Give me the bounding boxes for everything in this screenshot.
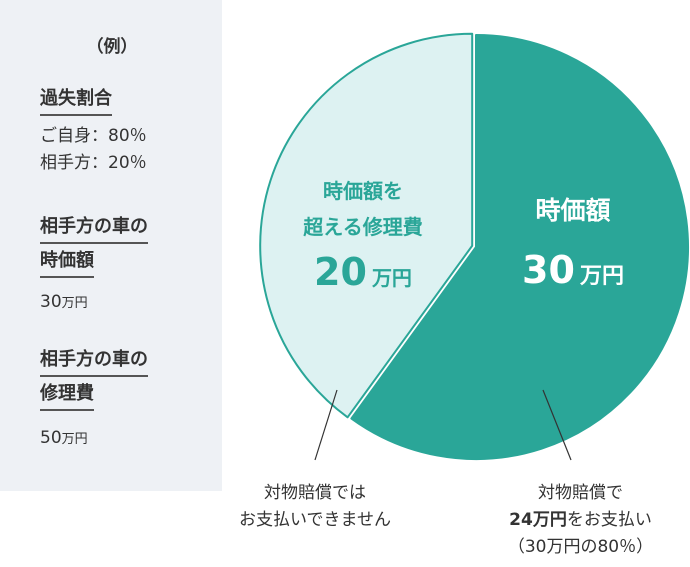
repair-cost-unit: 万円 [61, 432, 88, 447]
annotation-not-covered-line2: お支払いできません [239, 510, 391, 530]
repair-cost-heading-line1-text: 相手方の車の [40, 345, 148, 377]
fault-ratio-heading: 過失割合 [40, 82, 112, 116]
market-value: 30万円 [40, 290, 88, 316]
repair-cost-heading-line2-text: 修理費 [40, 379, 94, 411]
pie-slices [259, 32, 689, 460]
fault-ratio-heading-text: 過失割合 [40, 84, 112, 116]
repair-cost: 50万円 [40, 426, 88, 452]
annotation-covered-line2: 24万円をお支払い [478, 507, 683, 534]
fault-self: ご自身：80％ [40, 126, 147, 146]
repair-cost-heading-line1: 相手方の車の [40, 343, 148, 377]
example-panel: （例） 過失割合 ご自身：80％ 相手方：20％ 相手方の車の 時価額 30万円… [0, 0, 222, 491]
annotation-covered-line3: （30万円の80％） [507, 537, 654, 557]
slice-value-excess: 20 万円 [314, 250, 412, 294]
fault-other: 相手方：20％ [40, 153, 147, 173]
slice-value-market-value-unit: 万円 [579, 264, 624, 289]
annotation-covered-suffix: をお支払い [566, 510, 652, 530]
market-value-unit: 万円 [61, 296, 88, 311]
left-leader-line [314, 389, 338, 461]
annotation-covered-amount: 24万円 [509, 510, 567, 530]
market-value-heading-line1-text: 相手方の車の [40, 212, 148, 244]
market-value-heading-line1: 相手方の車の [40, 210, 148, 244]
repair-cost-number: 50 [40, 428, 62, 448]
slice-value-market-value: 30 万円 [522, 248, 624, 292]
annotation-not-covered-line1: 対物賠償では [264, 483, 366, 503]
market-value-heading-line2: 時価額 [40, 244, 94, 278]
slice-label-excess-line2: 超える修理費 [302, 215, 422, 239]
annotation-covered: 対物賠償で 24万円をお支払い （30万円の80％） [478, 480, 683, 561]
slice-label-excess-line1: 時価額を [323, 179, 403, 203]
pie-slice-excess-repair [259, 32, 474, 419]
annotation-not-covered: 対物賠償では お支払いできません [230, 480, 400, 534]
market-value-number: 30 [40, 292, 62, 312]
repair-cost-heading-line2: 修理費 [40, 377, 94, 411]
example-label: （例） [86, 37, 138, 57]
slice-value-excess-unit: 万円 [371, 266, 412, 290]
slice-value-excess-number: 20 [314, 250, 367, 294]
market-value-heading-line2-text: 時価額 [40, 246, 94, 278]
slice-value-market-value-number: 30 [522, 248, 575, 292]
slice-label-market-value: 時価額 [535, 196, 610, 225]
pie-slice-market-value [350, 34, 689, 460]
right-leader-line [542, 389, 572, 461]
annotation-covered-line1: 対物賠償で [538, 483, 623, 503]
